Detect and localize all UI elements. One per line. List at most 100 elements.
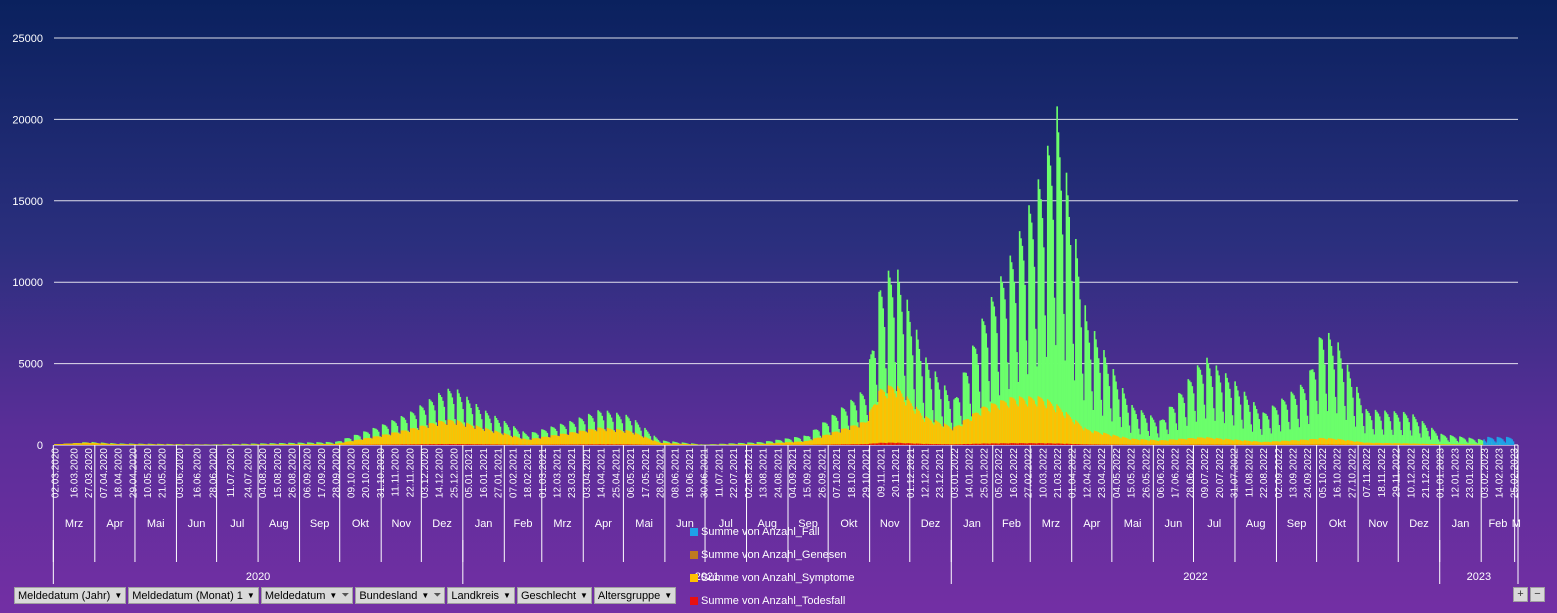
bar-genesen [938,389,941,445]
month-label: Jul [719,518,733,530]
bar-todesfall [395,444,397,445]
filter-meldedatum-jahr[interactable]: Meldedatum (Jahr) ▼ [14,587,127,604]
bar-symptome [1388,443,1390,445]
month-label: Aug [757,518,777,530]
bar-genesen [1253,402,1255,445]
x-tick-label: 26.08.2020 [288,448,299,498]
bar-symptome [266,444,269,445]
bar-symptome [775,442,777,445]
bar-fall [1489,437,1492,445]
filter-meldedatum[interactable]: Meldedatum ▼ ⏷ [260,587,354,604]
zoom-in-button[interactable]: + [1513,587,1528,602]
bar-todesfall [620,444,622,445]
bar-genesen [409,411,412,445]
bar-genesen [1128,425,1131,445]
bar-symptome [1170,439,1172,445]
bar-genesen [834,415,836,445]
bar-todesfall [569,444,571,445]
bar-symptome [818,437,820,445]
bar-genesen [1236,390,1239,445]
bar-genesen [1014,303,1017,445]
filter-altersgruppe[interactable]: Altersgruppe ▼ [593,587,677,604]
bar-symptome [503,433,506,445]
bar-symptome [179,444,182,445]
bar-symptome [132,444,135,445]
bar-todesfall [986,443,989,445]
bar-todesfall [993,443,996,445]
bar-symptome [341,442,344,445]
filter-meldedatum-monat[interactable]: Meldedatum (Monat) 1 ▼ [128,587,259,604]
bar-genesen [832,415,835,445]
bar-symptome [274,444,277,445]
bar-genesen [1344,405,1346,445]
bar-todesfall [1001,443,1004,445]
bar-genesen [309,442,312,445]
bar-symptome [302,444,305,445]
bar-genesen [1428,436,1430,445]
bar-genesen [273,443,276,445]
bar-genesen [1318,337,1321,445]
bar-symptome [977,412,980,445]
bar-symptome [167,444,170,445]
x-tick-label: 12.12.2021 [921,448,932,498]
month-label: Jan [963,518,981,530]
bar-todesfall [452,444,455,445]
bar-genesen [806,436,808,445]
bar-symptome [301,444,304,445]
bar-symptome [693,444,696,445]
filter-label: Landkreis [451,589,500,602]
zoom-out-button[interactable]: − [1530,587,1545,602]
filter-geschlecht[interactable]: Geschlecht ▼ [516,587,592,604]
bar-symptome [371,438,373,445]
bar-genesen [986,347,989,445]
bar-genesen [939,399,942,445]
bar-todesfall [945,444,947,445]
bar-genesen [1457,442,1460,445]
bar-todesfall [1046,443,1049,445]
x-tick-label: 21.03.2022 [1053,448,1064,498]
bar-symptome [1356,441,1358,445]
bar-symptome [831,432,834,445]
bar-genesen [1072,343,1075,445]
bar-genesen [1240,419,1243,445]
bar-symptome [146,444,148,445]
bar-todesfall [468,444,471,445]
bar-todesfall [617,444,620,445]
bar-symptome [135,444,138,445]
bar-symptome [1368,442,1370,445]
bar-todesfall [1041,443,1044,445]
bar-todesfall [835,444,838,445]
x-tick-label: 01.12.2021 [906,448,917,498]
bar-symptome [312,443,314,445]
bar-symptome [589,429,591,445]
bar-symptome [674,443,677,445]
bar-genesen [1437,439,1440,445]
bar-symptome [483,431,486,445]
bar-symptome [1262,441,1265,445]
bar-genesen [1091,391,1093,445]
bar-symptome [1445,444,1448,445]
bar-symptome [1340,439,1342,445]
bar-symptome [1382,443,1385,445]
x-tick-label: 15.09.2021 [803,448,814,498]
bar-symptome [1297,440,1299,445]
filter-landkreis[interactable]: Landkreis ▼ [447,587,515,604]
bar-genesen [1067,195,1069,445]
bar-symptome [925,416,927,445]
bar-genesen [290,442,293,445]
bar-symptome [130,444,132,445]
bar-symptome [613,431,616,445]
bar-symptome [866,422,868,445]
bar-symptome [318,443,321,445]
filter-bundesland[interactable]: Bundesland ▼ ⏷ [355,587,446,604]
x-tick-label: 07.11.2022 [1362,448,1373,498]
bar-symptome [777,442,780,445]
bar-genesen [252,443,254,445]
bar-symptome [1305,439,1307,445]
bar-symptome [298,443,301,445]
bar-todesfall [430,444,432,445]
bar-todesfall [1087,444,1089,445]
bar-symptome [1091,432,1093,445]
bar-symptome [614,432,617,445]
bar-genesen [335,441,337,445]
